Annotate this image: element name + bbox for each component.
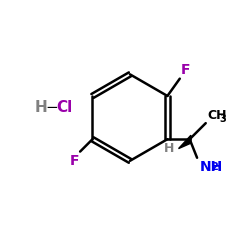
Text: −: −: [46, 100, 58, 115]
Text: Cl: Cl: [56, 100, 72, 115]
Text: CH: CH: [207, 109, 227, 122]
Text: H: H: [34, 100, 47, 115]
Text: F: F: [180, 63, 190, 77]
Text: 3: 3: [219, 114, 226, 124]
Text: 2: 2: [212, 162, 218, 172]
Text: NH: NH: [200, 160, 223, 174]
Text: F: F: [70, 154, 79, 168]
Text: H: H: [164, 142, 174, 154]
Polygon shape: [178, 135, 191, 148]
